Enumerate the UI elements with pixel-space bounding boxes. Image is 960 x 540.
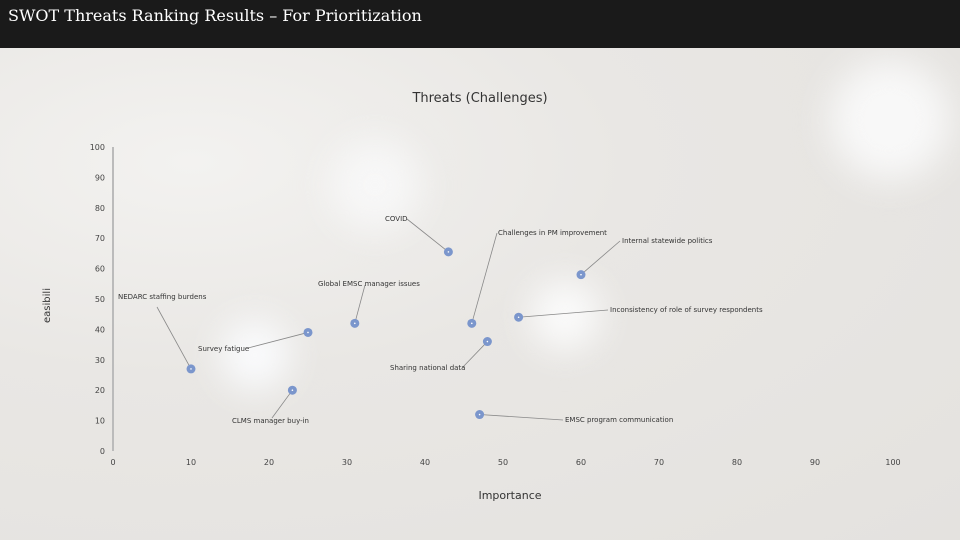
data-point-center (291, 389, 294, 392)
y-tick-label: 80 (95, 204, 105, 213)
bokeh (830, 60, 950, 180)
leader-line (461, 341, 488, 369)
data-label: Global EMSC manager issues (318, 280, 420, 288)
x-tick-label: 60 (576, 458, 586, 467)
data-point-center (486, 340, 489, 343)
y-tick-label: 20 (95, 386, 105, 395)
x-axis-label: Importance (478, 489, 542, 502)
x-tick-label: 20 (264, 458, 274, 467)
data-label: Challenges in PM improvement (498, 229, 607, 237)
data-label: Internal statewide politics (622, 237, 713, 245)
y-tick-label: 60 (95, 265, 105, 274)
x-tick-label: 70 (654, 458, 664, 467)
data-label: EMSC program communication (565, 416, 673, 424)
data-point-center (190, 368, 192, 370)
slide-title: SWOT Threats Ranking Results – For Prior… (8, 6, 422, 25)
x-tick-label: 0 (110, 458, 115, 467)
y-axis-label: easibili (41, 288, 53, 323)
data-point-center (517, 316, 520, 319)
leader-line (247, 332, 309, 349)
data-label: Survey fatigue (198, 345, 249, 353)
data-point-center (447, 251, 450, 253)
data-label: Inconsistency of role of survey responde… (610, 306, 763, 314)
data-point-center (478, 413, 481, 416)
data-label: NEDARC staffing burdens (118, 293, 207, 301)
y-tick-label: 10 (95, 417, 105, 426)
y-tick-label: 90 (95, 173, 105, 182)
leader-line (580, 240, 621, 275)
x-tick-label: 50 (498, 458, 508, 467)
y-tick-label: 40 (95, 325, 105, 334)
y-tick-label: 0 (100, 447, 105, 456)
leader-line (471, 232, 498, 324)
leader-line (354, 284, 366, 324)
leader-line (156, 306, 192, 370)
y-tick-label: 50 (95, 295, 105, 304)
y-tick-label: 100 (90, 143, 105, 152)
data-point-center (471, 322, 473, 325)
data-point-center (307, 331, 309, 334)
bokeh (220, 320, 290, 390)
chart-title: Threats (Challenges) (412, 91, 548, 106)
x-tick-label: 90 (810, 458, 820, 467)
data-label: Sharing national data (390, 364, 465, 372)
data-point-center (354, 322, 356, 325)
y-tick-label: 30 (95, 356, 105, 365)
title-bar: SWOT Threats Ranking Results – For Prior… (0, 0, 960, 48)
leader-line (518, 309, 609, 318)
leader-line (271, 389, 293, 419)
data-label: COVID (385, 215, 408, 223)
x-tick-label: 80 (732, 458, 742, 467)
leader-line (406, 218, 449, 253)
data-point-center (580, 273, 582, 276)
x-tick-label: 30 (342, 458, 352, 467)
x-tick-label: 10 (186, 458, 196, 467)
leader-line (479, 414, 564, 421)
bokeh (330, 140, 420, 230)
x-tick-label: 40 (420, 458, 430, 467)
y-tick-label: 70 (95, 234, 105, 243)
data-label: CLMS manager buy-in (232, 417, 309, 425)
x-tick-label: 100 (885, 458, 900, 467)
